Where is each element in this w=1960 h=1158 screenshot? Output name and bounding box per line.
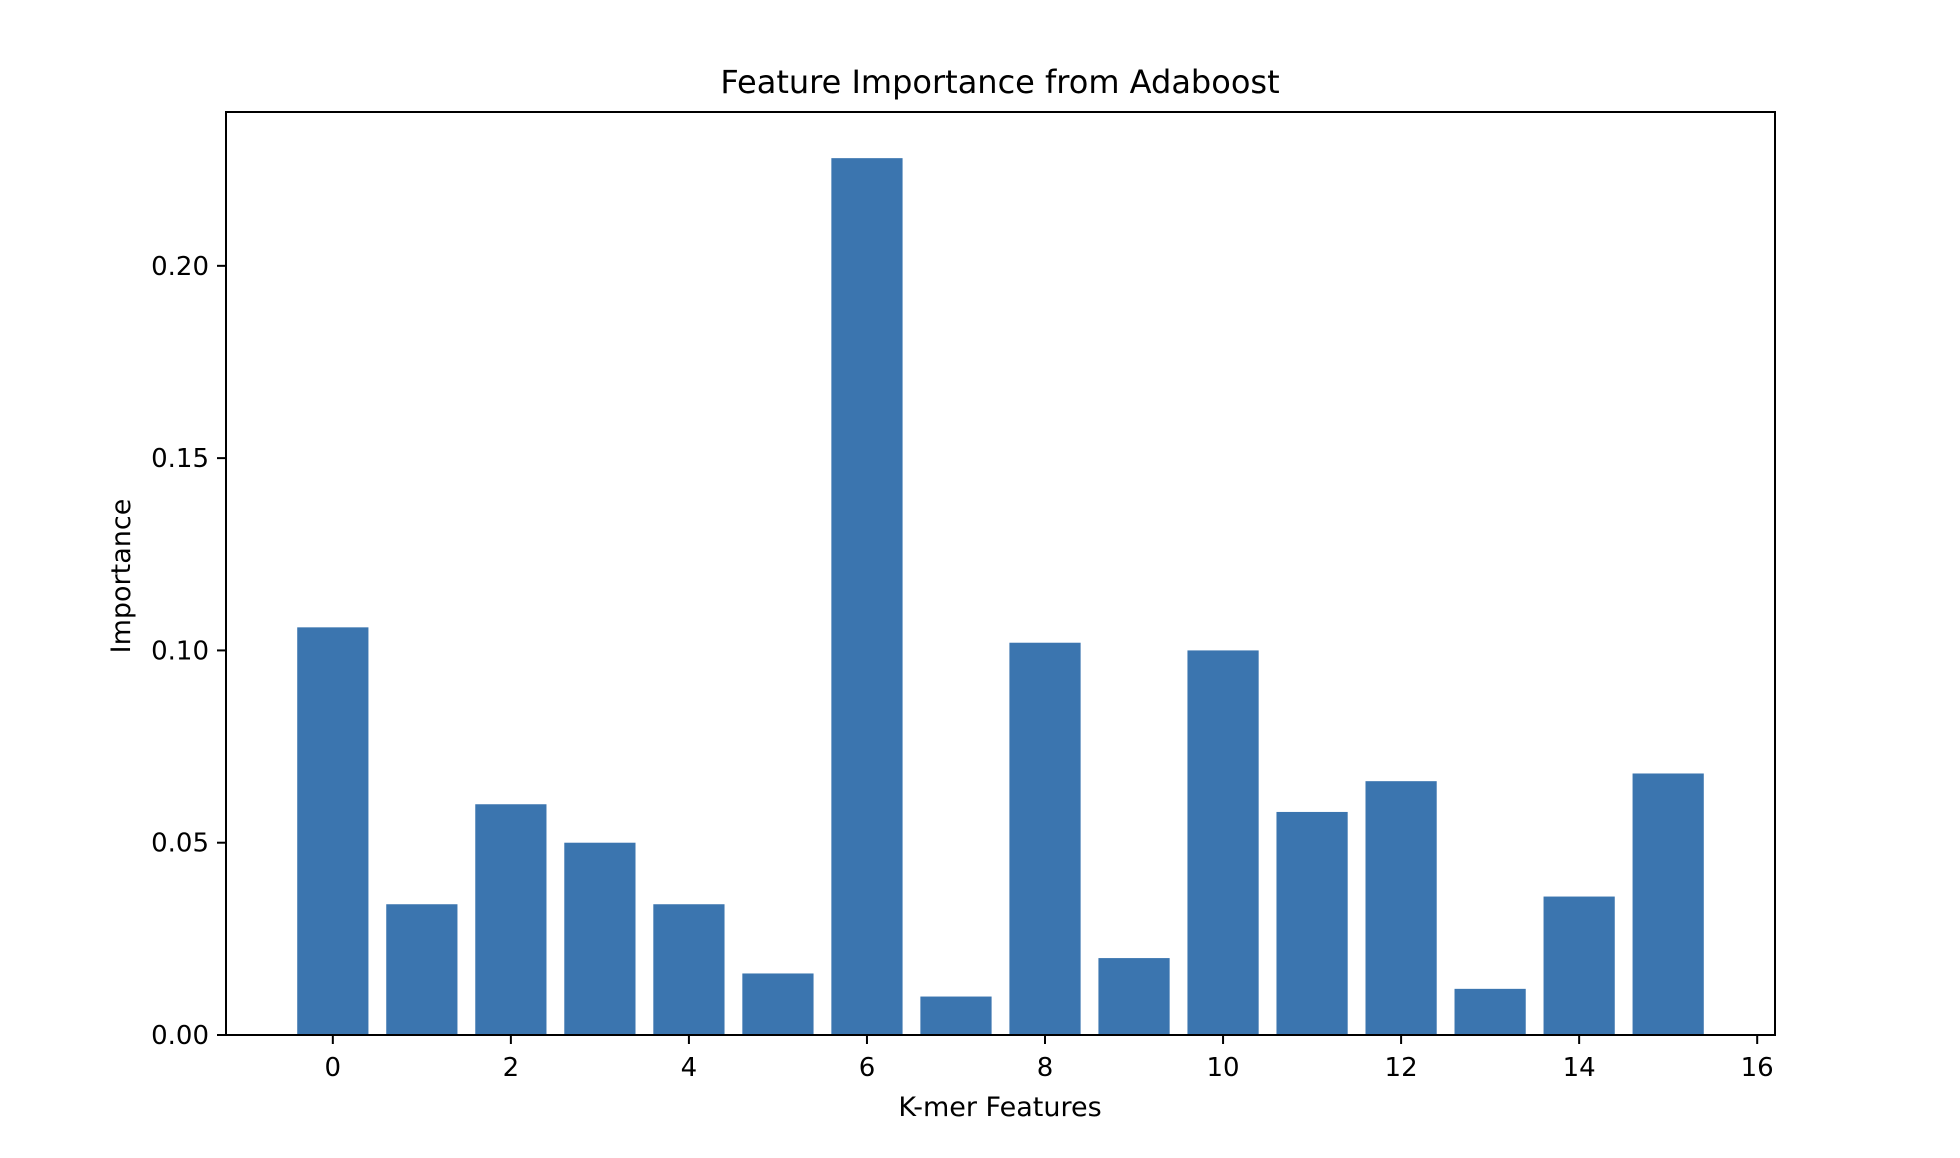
bar-feature-0: [297, 627, 369, 1035]
plot-frame: [225, 111, 1776, 1036]
y-tick-label: 0.05: [151, 829, 209, 859]
bar-feature-13: [1454, 988, 1526, 1035]
y-axis-ticks: 0.00 0.05 0.10 0.15 0.20: [151, 252, 226, 1051]
x-axis-ticks: 0 2 4 6 8 10 12 14 16: [325, 1035, 1774, 1083]
y-axis-label: Importance: [106, 499, 137, 654]
bar-feature-9: [1098, 958, 1170, 1035]
x-tick-label: 0: [325, 1053, 342, 1083]
bar-feature-6: [831, 158, 903, 1035]
y-tick-label: 0.00: [151, 1021, 209, 1051]
bar-feature-12: [1365, 781, 1437, 1035]
bar-feature-15: [1632, 773, 1704, 1035]
bar-feature-7: [920, 996, 992, 1035]
y-tick-label: 0.20: [151, 252, 209, 282]
x-tick-label: 14: [1563, 1053, 1596, 1083]
y-tick-label: 0.10: [151, 636, 209, 666]
bar-feature-3: [564, 842, 636, 1035]
bar-feature-10: [1187, 650, 1259, 1035]
x-tick-label: 4: [681, 1053, 698, 1083]
bars-group: [297, 158, 1704, 1035]
bar-feature-5: [742, 973, 814, 1035]
x-tick-label: 8: [1037, 1053, 1054, 1083]
bar-feature-8: [1009, 642, 1081, 1035]
bar-feature-2: [475, 804, 547, 1035]
x-tick-label: 6: [859, 1053, 876, 1083]
x-tick-label: 12: [1385, 1053, 1418, 1083]
bar-feature-4: [653, 904, 725, 1035]
bar-feature-1: [386, 904, 458, 1035]
chart-title: Feature Importance from Adaboost: [720, 63, 1279, 101]
x-axis-label: K-mer Features: [898, 1092, 1101, 1123]
x-tick-label: 2: [503, 1053, 520, 1083]
y-tick-label: 0.15: [151, 444, 209, 474]
x-tick-label: 16: [1741, 1053, 1774, 1083]
x-tick-label: 10: [1207, 1053, 1240, 1083]
bar-feature-11: [1276, 811, 1348, 1035]
bar-feature-14: [1543, 896, 1615, 1035]
